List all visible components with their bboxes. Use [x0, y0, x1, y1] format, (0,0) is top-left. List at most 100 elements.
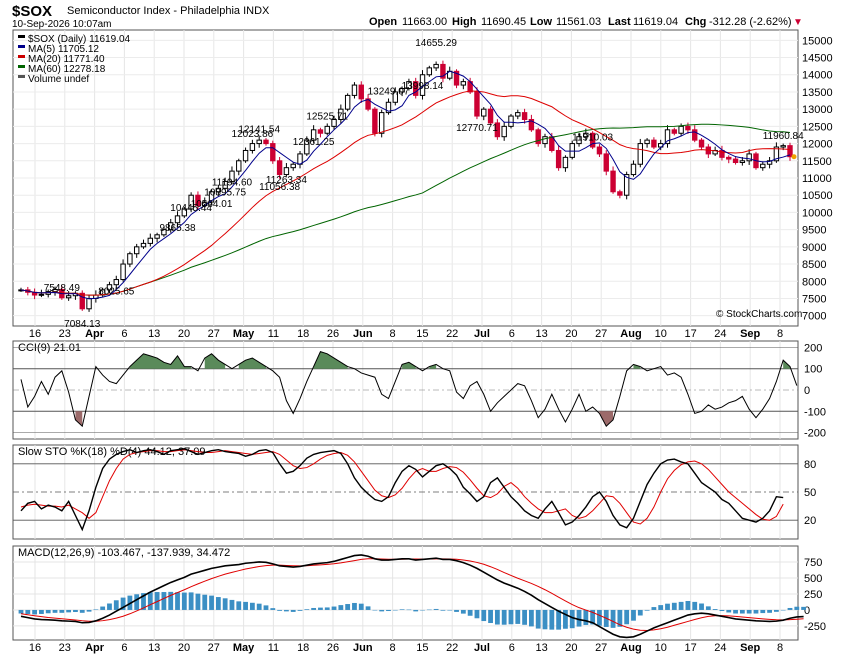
- candle-body: [140, 242, 147, 248]
- x-tick-label: 15: [416, 328, 428, 340]
- x-tick-label: 27: [595, 642, 607, 654]
- price-y-tick: 13000: [802, 104, 833, 116]
- chart-header: $SOX Semiconductor Index - Philadelphia …: [12, 3, 803, 30]
- macd-title: MACD(12,26,9) -103.467, -137.939, 34.472: [18, 547, 230, 559]
- candle-body: [732, 158, 739, 164]
- price-annotation: 12525.71: [306, 111, 348, 122]
- macd-histogram-bar: [188, 592, 194, 610]
- price-annotation: 7548.49: [44, 283, 81, 294]
- x-tick-label: 6: [509, 642, 515, 654]
- cci-overbought-fill: [429, 364, 437, 369]
- macd-histogram-bar: [794, 606, 800, 610]
- x-tick-label: 13: [535, 328, 547, 340]
- macd-histogram-bar: [379, 609, 385, 612]
- macd-histogram-bar: [32, 609, 38, 615]
- candle-body: [494, 122, 501, 138]
- candle-body: [481, 108, 487, 117]
- price-y-tick: 7500: [802, 293, 826, 305]
- candle-body: [378, 112, 385, 134]
- candle-body: [664, 129, 671, 145]
- candle-body: [181, 208, 188, 217]
- candle-body: [406, 81, 412, 90]
- ma20-line: [20, 90, 791, 296]
- price-annotation: 11194.60: [212, 177, 253, 188]
- price-y-tick: 9500: [802, 225, 826, 237]
- candle-body: [392, 91, 398, 103]
- candle-body: [344, 94, 351, 110]
- macd-histogram-bar: [801, 606, 807, 610]
- candle-body: [692, 129, 698, 141]
- macd-histogram-bar: [719, 609, 725, 612]
- x-tick-label: 16: [29, 642, 41, 654]
- candle-body: [331, 118, 337, 127]
- macd-histogram-bar: [624, 609, 630, 625]
- candle-body: [195, 194, 201, 207]
- price-annotation: 10445.44: [170, 203, 212, 214]
- candle-body: [290, 163, 296, 169]
- x-tick-label: 22: [446, 642, 458, 654]
- x-tick-label: 26: [327, 328, 339, 340]
- candle-body: [760, 163, 766, 169]
- candle-body: [685, 125, 691, 131]
- macd-histogram-bar: [52, 609, 58, 613]
- cci-y-tick: 100: [804, 364, 822, 376]
- macd-histogram-bar: [685, 600, 691, 610]
- macd-histogram-bar: [195, 593, 201, 610]
- cci-title: CCI(9) 21.01: [18, 342, 81, 354]
- price-y-tick: 9000: [802, 242, 826, 254]
- x-tick-label: 13: [148, 328, 160, 340]
- macd-histogram-bar: [352, 602, 357, 610]
- candle-body: [365, 98, 371, 110]
- candle-body: [739, 160, 746, 164]
- candle-body: [276, 160, 283, 176]
- cci-y-tick: 0: [804, 385, 810, 397]
- x-tick-label: 15: [416, 642, 428, 654]
- candle-body: [304, 139, 310, 155]
- candle-body: [113, 279, 119, 286]
- price-y-tick: 11000: [802, 173, 832, 185]
- candle-body: [487, 108, 494, 124]
- candle-body: [215, 187, 222, 193]
- macd-histogram-bar: [569, 609, 575, 629]
- panel-frame-4: [12, 545, 799, 641]
- price-y-tick: 14500: [802, 53, 833, 65]
- sto-y-tick: 80: [804, 459, 816, 471]
- candle-body: [236, 160, 242, 172]
- ma5-line: [20, 70, 791, 300]
- candle-body: [501, 125, 507, 138]
- macd-histogram-bar: [433, 608, 439, 610]
- macd-histogram-bar: [365, 606, 371, 610]
- legend-entry: Volume undef: [28, 74, 89, 85]
- candle-body: [86, 297, 92, 310]
- candle-body: [610, 170, 616, 193]
- candle-body: [651, 139, 657, 148]
- macd-histogram-bar: [39, 609, 44, 614]
- x-tick-label: 8: [390, 328, 396, 340]
- macd-histogram-bar: [324, 607, 330, 610]
- macd-histogram-bar: [563, 609, 568, 629]
- macd-histogram-bar: [576, 609, 582, 627]
- macd-y-tick: 250: [804, 589, 822, 601]
- macd-histogram-bar: [311, 607, 317, 610]
- macd-histogram-bar: [488, 609, 493, 624]
- x-tick-label: May: [233, 642, 255, 654]
- macd-histogram-bar: [18, 609, 24, 614]
- macd-histogram-bar: [215, 597, 221, 610]
- macd-histogram-bar: [651, 607, 657, 610]
- candle-body: [569, 143, 575, 158]
- macd-histogram-bar: [665, 603, 670, 610]
- macd-histogram-bar: [120, 597, 126, 610]
- candle-body: [589, 132, 596, 148]
- macd-histogram-bar: [780, 609, 786, 611]
- macd-histogram-bar: [542, 609, 548, 630]
- x-tick-label: 27: [595, 328, 607, 340]
- candle-body: [270, 143, 276, 162]
- macd-histogram-bar: [494, 609, 500, 625]
- macd-histogram-bar: [161, 592, 167, 610]
- macd-histogram-bar: [277, 609, 283, 611]
- candle-body: [555, 149, 562, 169]
- candle-body: [106, 284, 113, 291]
- x-tick-label: 23: [59, 642, 71, 654]
- price-annotation: 7084.13: [64, 319, 101, 330]
- legend-entry: MA(60) 12278.18: [28, 64, 106, 75]
